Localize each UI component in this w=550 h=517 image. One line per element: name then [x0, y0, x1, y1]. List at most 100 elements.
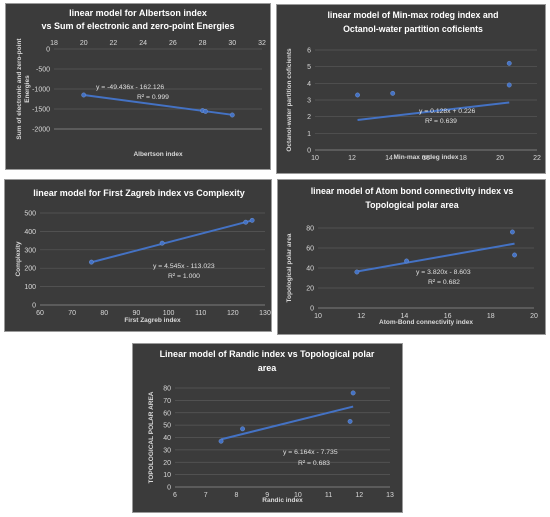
x-tick-label: 110 [195, 310, 206, 317]
x-tick-label: 20 [530, 313, 538, 320]
chart-panel-abc: linear model of Atom bond connectivity i… [277, 179, 546, 335]
y-axis-title: Complexity [15, 241, 22, 276]
y-axis-title: Topological polar area [286, 233, 293, 302]
data-point [354, 269, 360, 275]
chart-abc-polar-area: linear model of Atom bond connectivity i… [286, 186, 538, 326]
x-tick-label: 16 [422, 155, 430, 162]
x-tick-label: 14 [401, 313, 409, 320]
data-point [89, 259, 94, 265]
r-squared-label: R² = 0.682 [428, 279, 460, 286]
y-axis-title: Octanol-water partition coficients [286, 48, 293, 152]
x-tick-label: 12 [357, 313, 365, 320]
r-squared-label: R² = 1.000 [168, 273, 200, 280]
x-tick-label: 130 [259, 310, 271, 317]
y-tick-label: 0 [310, 306, 314, 313]
y-tick-label: -500 [36, 67, 50, 74]
y-axis-title: TOPOLOGICAL POLAR AREA [148, 391, 155, 483]
x-axis-title: Atom-Bond connectivity index [379, 319, 473, 326]
y-tick-label: 60 [306, 246, 314, 253]
chart-title-line: Octanol-water partition coficients [343, 24, 483, 34]
x-tick-label: 80 [100, 310, 108, 317]
x-tick-label: 20 [496, 155, 504, 162]
x-tick-label: 12 [348, 155, 356, 162]
data-point [347, 419, 353, 424]
data-point [509, 229, 515, 235]
x-tick-label: 9 [265, 492, 269, 499]
chart-title-line: linear model of Atom bond connectivity i… [311, 186, 514, 196]
x-axis-title: Randic index [262, 497, 303, 504]
data-point [350, 390, 356, 396]
y-tick-label: 0 [46, 47, 50, 54]
y-tick-label: 5 [307, 64, 311, 71]
r-squared-label: R² = 0.639 [425, 118, 457, 125]
x-tick-label: 60 [36, 310, 44, 317]
x-tick-label: 26 [169, 40, 177, 47]
y-tick-label: 200 [24, 266, 36, 273]
trendline [220, 405, 354, 441]
chart-title-line: linear model for First Zagreb index vs C… [33, 188, 245, 198]
data-point [243, 219, 249, 225]
trendline-equation: y = 3.820x - 8.603 [416, 269, 471, 276]
x-tick-label: 18 [50, 40, 58, 47]
y-tick-label: 80 [306, 226, 314, 233]
x-tick-label: 24 [139, 40, 147, 47]
chart-title-line: Linear model of Randic index vs Topologi… [160, 349, 375, 359]
chart-zagreb-complexity: linear model for First Zagreb index vs C… [15, 188, 271, 324]
y-tick-label: 50 [163, 423, 171, 430]
data-point [506, 60, 512, 66]
trendline [91, 219, 253, 264]
y-tick-label: 2 [307, 114, 311, 121]
x-tick-label: 90 [133, 310, 141, 317]
x-axis-title: Albertson index [133, 151, 183, 158]
y-tick-label: -2000 [32, 127, 50, 134]
chart-minmax-octanol: linear model of Min-max rodeg index and O… [286, 10, 541, 162]
x-tick-label: 7 [204, 492, 208, 499]
y-tick-label: 400 [24, 229, 36, 236]
data-point [355, 92, 360, 98]
y-tick-label: 20 [306, 286, 314, 293]
y-tick-label: -1000 [32, 87, 50, 94]
r-squared-label: R² = 0.683 [298, 460, 330, 467]
x-tick-label: 10 [311, 155, 319, 162]
trendline [356, 242, 515, 273]
x-tick-label: 22 [110, 40, 118, 47]
x-tick-label: 22 [533, 155, 541, 162]
y-tick-label: 0 [32, 303, 36, 310]
y-tick-label: 3 [307, 98, 311, 105]
trendline-equation: y = 0.128x + 0.226 [419, 108, 476, 115]
data-point [390, 90, 396, 96]
y-tick-label: 10 [163, 472, 171, 479]
x-tick-label: 30 [228, 40, 236, 47]
y-tick-label: 60 [163, 410, 171, 417]
trendline [357, 101, 510, 121]
chart-title-line: vs Sum of electronic and zero-point Ener… [41, 21, 234, 31]
x-tick-label: 12 [355, 492, 363, 499]
x-tick-label: 10 [294, 492, 302, 499]
x-tick-label: 120 [227, 310, 239, 317]
x-tick-label: 20 [80, 40, 88, 47]
y-tick-label: 100 [24, 284, 36, 291]
x-tick-label: 100 [163, 310, 175, 317]
x-tick-label: 18 [487, 313, 495, 320]
x-tick-label: 8 [234, 492, 238, 499]
x-tick-label: 11 [325, 492, 332, 499]
chart-randic-polar-area: Linear model of Randic index vs Topologi… [148, 349, 394, 504]
y-tick-label: 40 [163, 435, 171, 442]
x-tick-label: 18 [459, 155, 467, 162]
x-tick-label: 70 [68, 310, 76, 317]
y-tick-label: 6 [307, 48, 311, 55]
y-tick-label: 4 [307, 81, 311, 88]
y-tick-label: 1 [307, 131, 311, 138]
x-axis-title: First Zagreb index [124, 317, 181, 324]
chart-title-line: linear model for Albertson index [69, 8, 207, 18]
data-point [404, 258, 409, 264]
chart-title-line: linear model of Min-max rodeg index and [327, 10, 498, 20]
y-axis-title: Sum of electronic and zero-point [16, 38, 23, 140]
chart-albertson-energies: linear model for Albertson index vs Sum o… [16, 8, 266, 158]
trendline-equation: y = 4.545x - 113.023 [153, 263, 215, 270]
chart-panel-minmax: linear model of Min-max rodeg index and O… [276, 4, 546, 174]
y-tick-label: -1500 [32, 107, 50, 114]
chart-title-line: area [258, 363, 278, 373]
x-tick-label: 13 [386, 492, 394, 499]
data-point [249, 217, 255, 223]
